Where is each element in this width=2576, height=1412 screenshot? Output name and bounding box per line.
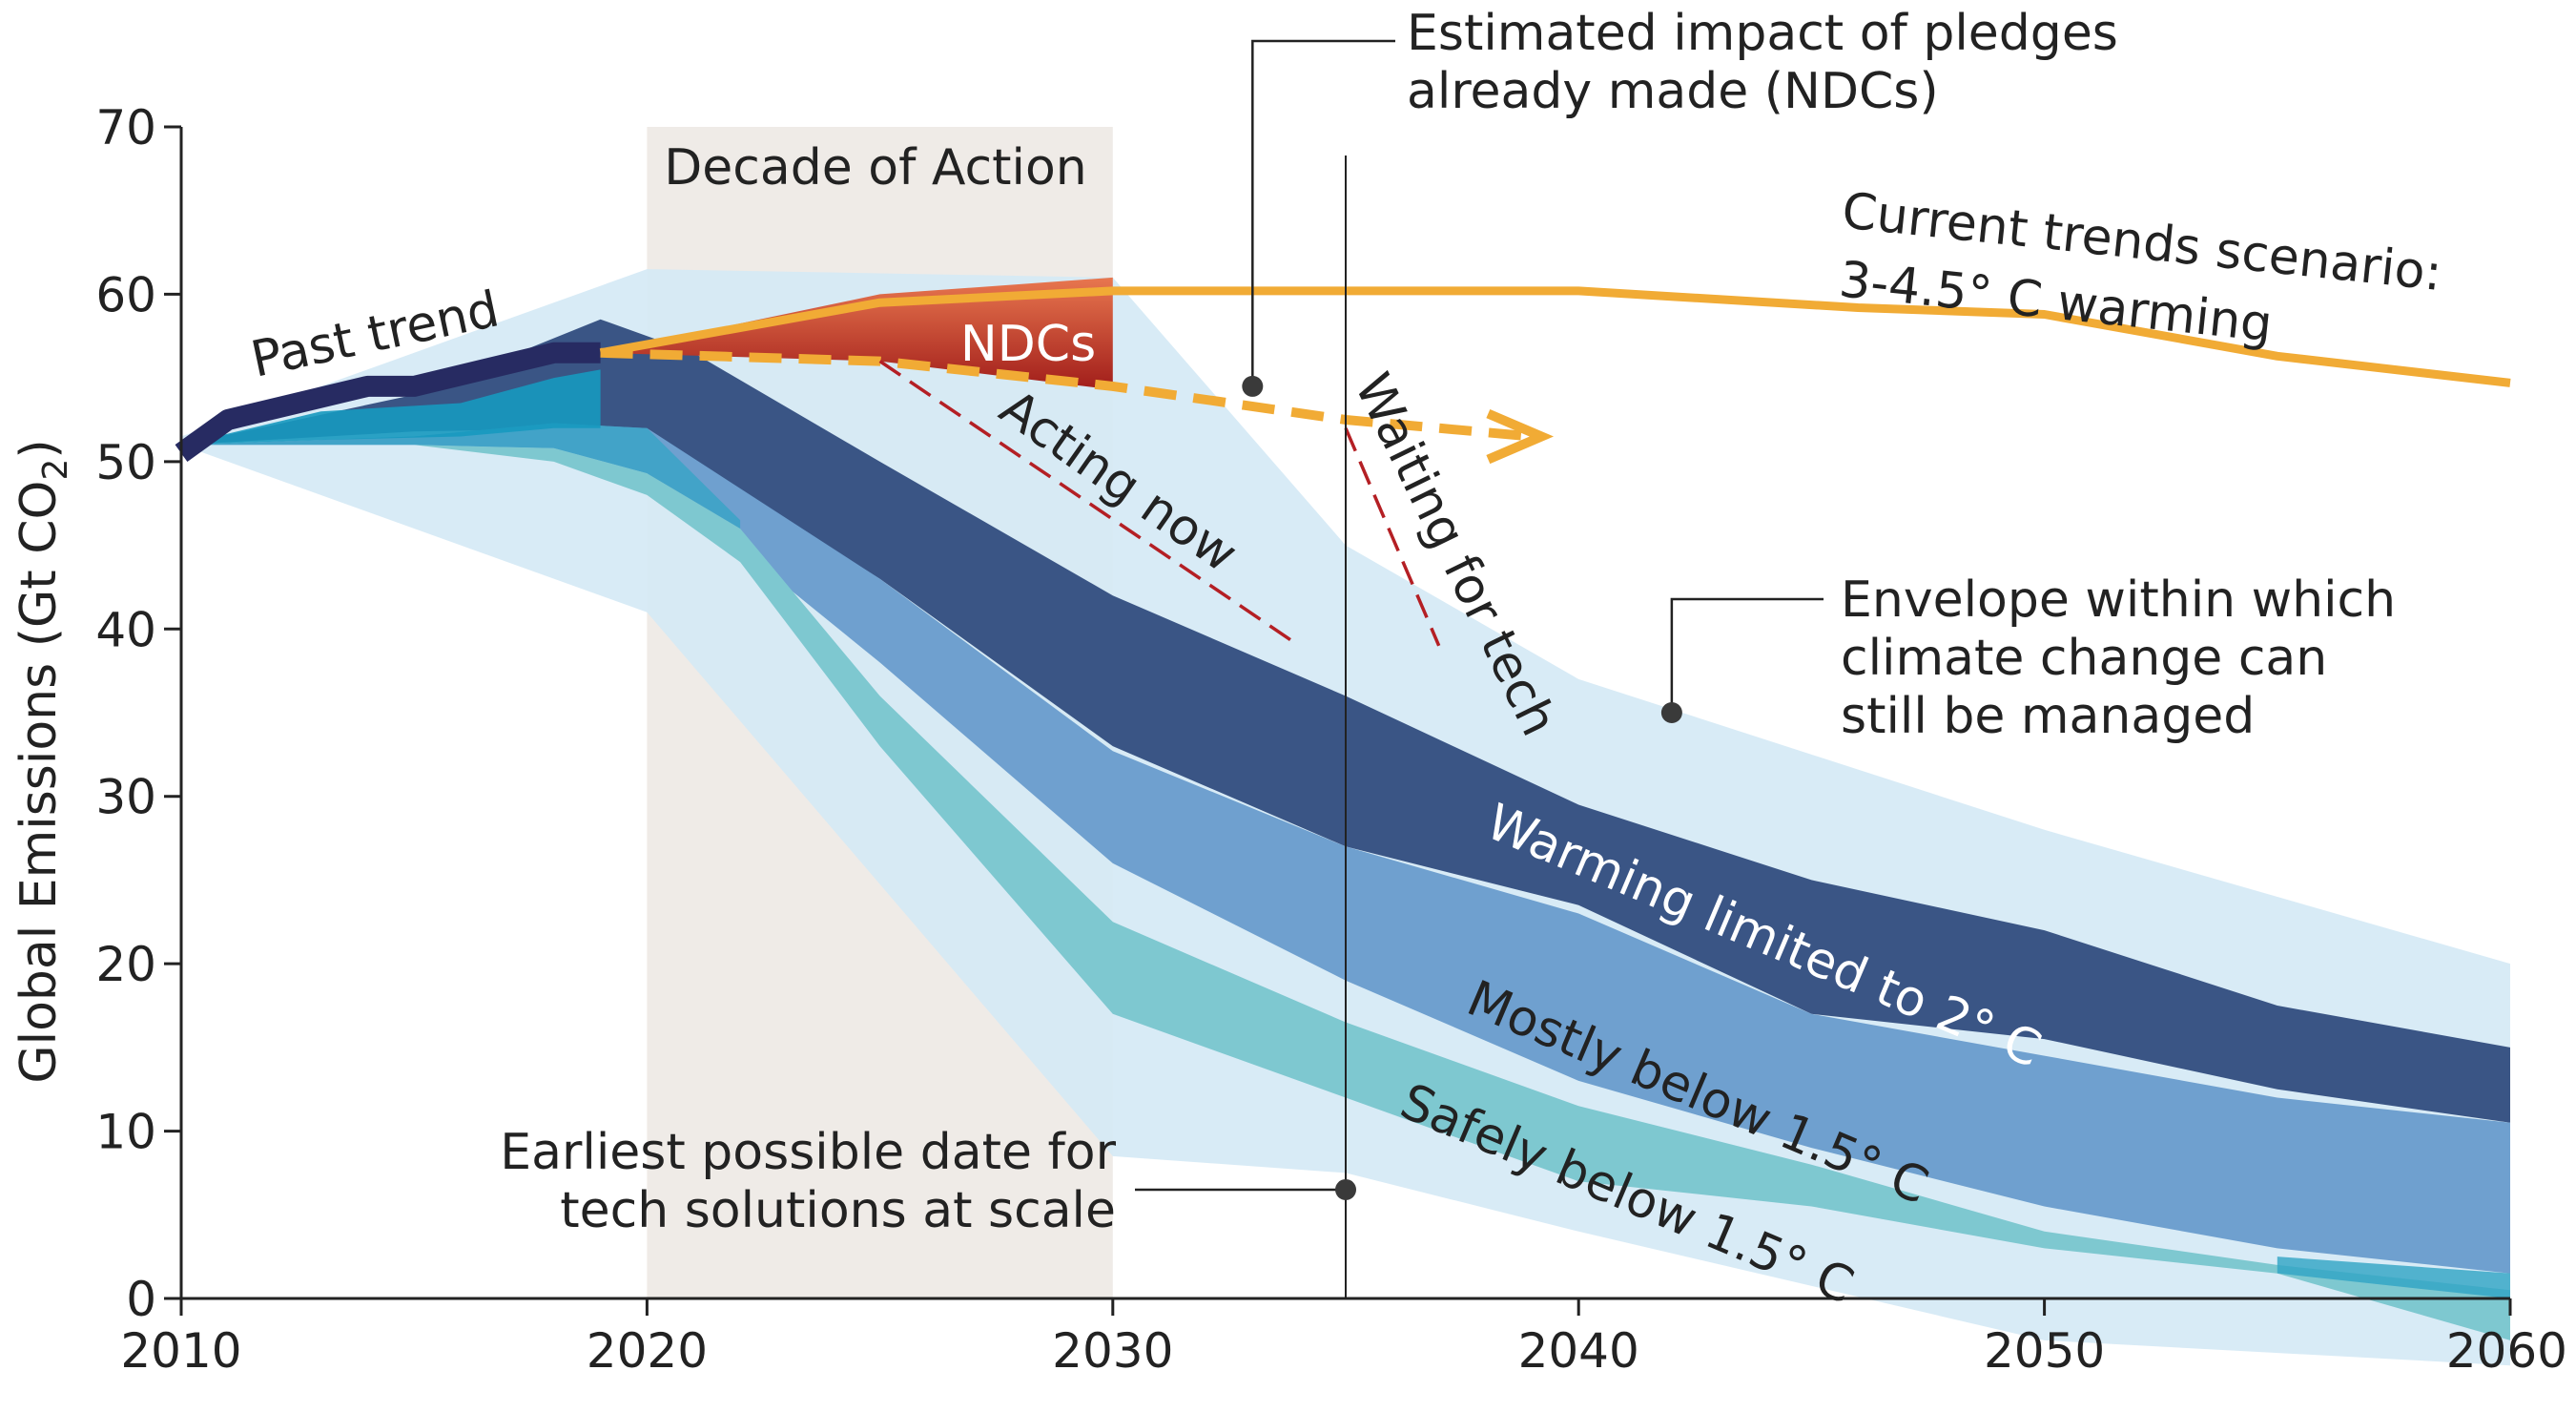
past-trend-line	[175, 342, 601, 463]
envelope-label-line2: climate change can	[1841, 630, 2327, 687]
x-tick-label-2020: 2020	[587, 1323, 708, 1379]
tech-date-label-line2: tech solutions at scale	[560, 1182, 1116, 1239]
ndc-pledges-arrowhead	[1486, 408, 1555, 465]
decade-of-action-label: Decade of Action	[664, 139, 1087, 197]
pledges-leader-line	[1251, 39, 1395, 386]
band-safely-late-accent	[2277, 1256, 2510, 1298]
x-tick-label-2030: 2030	[1052, 1323, 1173, 1379]
x-tick-label-2010: 2010	[120, 1323, 241, 1379]
envelope-leader-line	[1670, 597, 1824, 713]
ndc-wedge	[600, 277, 1113, 390]
acting-now-line	[878, 360, 1301, 648]
band-safely-early-accent	[181, 423, 741, 529]
envelope-leader-dot	[1660, 702, 1682, 723]
y-axis-label: Global Emissions (Gt CO2)	[10, 439, 75, 1083]
y-tick-label-20: 20	[95, 937, 156, 992]
pledges-label-line1: Estimated impact of pledges	[1407, 5, 2118, 62]
pledges-leader-dot	[1242, 375, 1264, 397]
current-trends-line	[599, 286, 2511, 387]
annotation-labels: Decade of Action Past trend NDCs Acting …	[246, 5, 2444, 1316]
y-tick-label-30: 30	[95, 770, 156, 825]
scenario-lines	[175, 39, 2511, 1298]
x-tick-label-2060: 2060	[2446, 1323, 2567, 1379]
envelope-label-line1: Envelope within which	[1841, 571, 2396, 629]
envelope-label-line3: still be managed	[1841, 688, 2255, 745]
y-tick-label-40: 40	[95, 602, 156, 657]
x-tick-label-2050: 2050	[1984, 1323, 2105, 1379]
x-tick-label-2040: 2040	[1518, 1323, 1639, 1379]
y-tick-label-0: 0	[126, 1272, 156, 1327]
past-trend-fill	[181, 369, 601, 446]
tech-date-leader-dot	[1335, 1178, 1356, 1200]
y-tick-label-70: 70	[95, 100, 156, 156]
waiting-for-tech-line	[1344, 427, 1441, 647]
tech-date-label-line1: Earliest possible date for	[500, 1124, 1116, 1181]
pledges-label-line2: already made (NDCs)	[1407, 63, 1939, 120]
ndc-pledges-dashed-line	[600, 347, 1533, 442]
ndcs-label: NDCs	[960, 316, 1096, 373]
y-tick-label-50: 50	[95, 435, 156, 490]
y-tick-label-60: 60	[95, 267, 156, 322]
y-tick-label-10: 10	[95, 1105, 156, 1160]
axes: Global Emissions (Gt CO2) 01020304050607…	[10, 100, 2567, 1379]
